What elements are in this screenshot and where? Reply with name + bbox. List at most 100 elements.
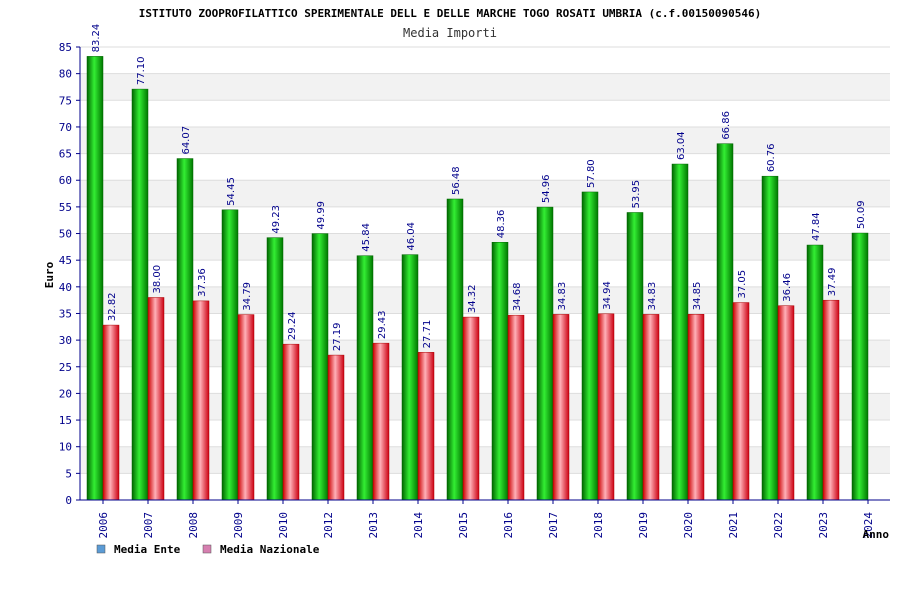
plot-band — [80, 73, 890, 101]
value-label: 37.36 — [197, 268, 208, 297]
bar-media-ente — [86, 56, 104, 501]
value-label: 34.83 — [647, 282, 658, 311]
value-label: 29.43 — [377, 311, 388, 340]
y-tick-label: 15 — [59, 414, 72, 427]
plot-band — [80, 366, 890, 394]
plot-band — [80, 393, 890, 421]
plot-band — [80, 420, 890, 447]
y-axis-label: Euro — [43, 261, 56, 288]
value-label: 54.96 — [541, 174, 552, 203]
y-tick-label: 75 — [59, 94, 72, 107]
value-label: 64.07 — [181, 126, 192, 155]
legend-label-media-ente: Media Ente — [114, 543, 181, 556]
value-label: 77.10 — [136, 56, 147, 85]
plot-band — [80, 473, 890, 500]
x-tick-label: 2006 — [97, 512, 110, 539]
value-label: 34.32 — [467, 284, 478, 313]
y-tick-label: 10 — [59, 441, 72, 454]
bar-media-ente — [491, 242, 509, 501]
legend: Media Ente Media Nazionale — [96, 543, 320, 556]
value-label: 36.46 — [782, 273, 793, 302]
bar-media-nazionale — [462, 316, 480, 501]
plot-band — [80, 340, 890, 367]
bar-media-nazionale — [732, 302, 750, 501]
bar-media-ente — [851, 232, 869, 501]
bar-media-ente — [446, 198, 464, 501]
x-tick-label: 2022 — [772, 512, 785, 539]
x-axis-label: Anno — [863, 528, 890, 541]
value-label: 38.00 — [152, 265, 163, 294]
bar-media-ente — [581, 191, 599, 501]
bar-media-ente — [536, 206, 554, 501]
plot-band — [80, 180, 890, 207]
legend-swatch-media-nazionale — [202, 544, 212, 554]
value-label: 46.04 — [406, 222, 417, 251]
plot-band — [80, 153, 890, 181]
bar-media-nazionale — [147, 297, 165, 501]
bar-media-nazionale — [237, 314, 255, 501]
x-tick-label: 2013 — [367, 512, 380, 539]
y-tick-label: 25 — [59, 361, 72, 374]
x-tick-label: 2021 — [727, 512, 740, 539]
bar-media-ente — [716, 143, 734, 501]
y-tick-label: 40 — [59, 281, 72, 294]
bar-media-ente — [761, 175, 779, 501]
bar-media-ente — [626, 212, 644, 501]
bar-media-nazionale — [552, 314, 570, 501]
y-tick-label: 70 — [59, 121, 72, 134]
bar-media-ente — [221, 209, 239, 501]
gridlines — [80, 46, 890, 501]
bar-media-nazionale — [642, 314, 660, 501]
plot-band — [80, 446, 890, 474]
y-tick-label: 20 — [59, 387, 72, 400]
plot-band — [80, 260, 890, 287]
value-labels: 83.24 32.82 77.10 38.00 64.07 37.36 54.45 34.79… — [91, 24, 867, 351]
value-label: 37.49 — [827, 268, 838, 297]
value-label: 27.71 — [422, 320, 433, 349]
y-tick-label: 0 — [65, 494, 72, 507]
x-axis: 2006 2007 2008 2009 2010 2012 2013 2014 2015 2016… — [80, 499, 890, 539]
y-tick-label: 50 — [59, 228, 72, 241]
x-tick-label: 2019 — [637, 512, 650, 539]
legend-label-media-nazionale: Media Nazionale — [220, 543, 320, 556]
x-tick-label: 2009 — [232, 512, 245, 539]
value-label: 37.05 — [737, 270, 748, 299]
value-label: 34.68 — [512, 283, 523, 312]
bar-media-nazionale — [777, 305, 795, 501]
bar-media-ente — [311, 233, 329, 501]
x-tick-label: 2014 — [412, 512, 425, 539]
x-tick-label: 2023 — [817, 512, 830, 539]
plot-band — [80, 206, 890, 234]
plot-background — [80, 47, 890, 500]
plot-band — [80, 126, 890, 154]
value-label: 49.23 — [271, 205, 282, 234]
value-label: 32.82 — [107, 292, 118, 321]
value-label: 53.95 — [631, 180, 642, 209]
value-label: 48.36 — [496, 210, 507, 239]
bar-media-nazionale — [372, 342, 390, 501]
bar-media-ente — [176, 158, 194, 501]
x-tick-label: 2017 — [547, 512, 560, 539]
chart-title: ISTITUTO ZOOPROFILATTICO SPERIMENTALE DE… — [139, 7, 762, 20]
bar-media-nazionale — [327, 354, 345, 501]
value-label: 34.85 — [692, 282, 703, 311]
value-label: 50.09 — [856, 200, 867, 229]
y-tick-label: 45 — [59, 254, 72, 267]
bar-media-nazionale — [417, 352, 435, 501]
y-tick-label: 60 — [59, 174, 72, 187]
y-axis: 0 5 10 15 20 25 30 35 40 45 50 55 60 65 70 75 80 85 — [59, 41, 81, 507]
bar-media-nazionale — [192, 300, 210, 501]
value-label: 66.86 — [721, 111, 732, 140]
value-label: 56.48 — [451, 166, 462, 195]
bar-media-ente — [806, 244, 824, 501]
value-label: 34.83 — [557, 282, 568, 311]
value-label: 63.04 — [676, 131, 687, 160]
value-label: 27.19 — [332, 322, 343, 351]
chart-subtitle: Media Importi — [403, 26, 497, 40]
value-label: 60.76 — [766, 144, 777, 173]
x-tick-label: 2024 — [862, 512, 875, 539]
y-tick-label: 30 — [59, 334, 72, 347]
x-tick-label: 2015 — [457, 512, 470, 539]
bar-media-ente — [671, 163, 689, 501]
